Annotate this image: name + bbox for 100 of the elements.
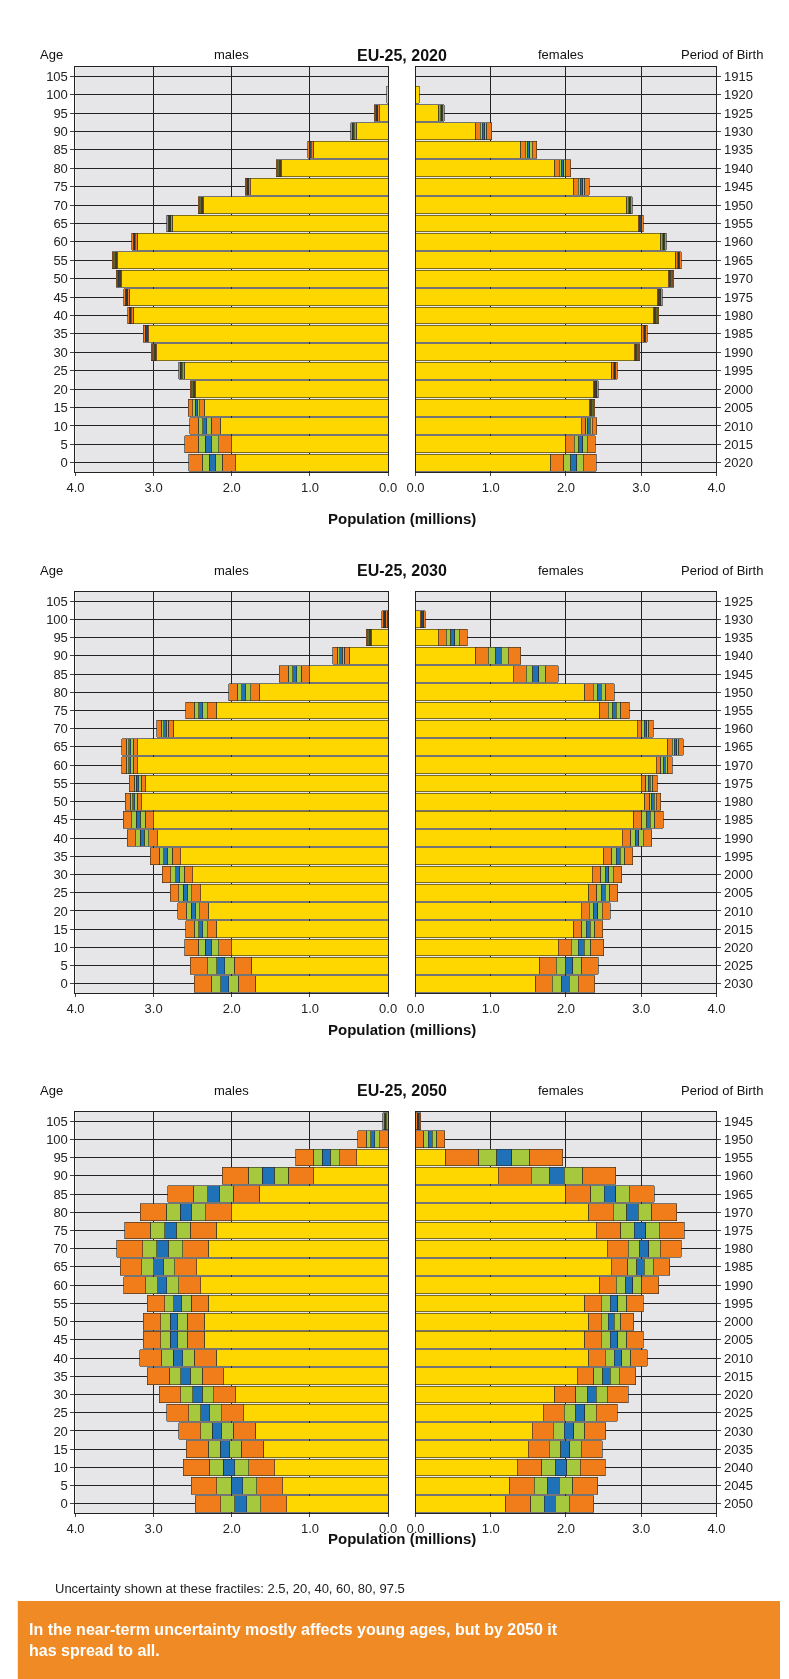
y-axis-title: Age bbox=[40, 47, 64, 62]
x-tick-label: 1.0 bbox=[481, 1000, 500, 1016]
y2-tick-label: 1950 bbox=[724, 1131, 753, 1147]
y-tick-label: 5 bbox=[60, 436, 68, 452]
y-axis-title: Age bbox=[40, 1083, 64, 1098]
y2-tick-label: 1950 bbox=[724, 684, 753, 700]
y-tick-label: 40 bbox=[53, 308, 68, 324]
y2-tick-label: 2000 bbox=[724, 1314, 753, 1330]
y2-tick-label: 2005 bbox=[724, 1332, 753, 1348]
y2-tick-label: 1995 bbox=[724, 848, 753, 864]
y2-tick-label: 1970 bbox=[724, 1204, 753, 1220]
y2-tick-label: 2025 bbox=[724, 1405, 753, 1421]
y2-tick-label: 2020 bbox=[724, 1387, 753, 1403]
y-tick-label: 70 bbox=[53, 721, 68, 737]
y-tick-label: 15 bbox=[53, 1441, 68, 1457]
y2-tick-label: 1940 bbox=[724, 160, 753, 176]
x-tick-label: 2.0 bbox=[222, 479, 241, 495]
x-tick-label: 3.0 bbox=[632, 1520, 651, 1536]
x-tick-label: 2.0 bbox=[556, 479, 576, 495]
y2-tick-label: 1990 bbox=[724, 1277, 753, 1293]
y-tick-label: 105 bbox=[46, 593, 68, 609]
y-tick-label: 10 bbox=[53, 939, 68, 955]
x-tick-label: 0.0 bbox=[406, 479, 425, 495]
y2-tick-label: 2030 bbox=[724, 976, 753, 992]
y-tick-label: 35 bbox=[53, 326, 68, 342]
y2-tick-label: 1980 bbox=[724, 1241, 753, 1257]
y2-tick-label: 1925 bbox=[724, 105, 753, 121]
x-tick-label: 2.0 bbox=[222, 1000, 241, 1016]
y-tick-label: 60 bbox=[53, 234, 68, 250]
y-tick-label: 40 bbox=[53, 1350, 68, 1366]
y-tick-label: 65 bbox=[53, 1259, 68, 1275]
y-tick-label: 45 bbox=[53, 1332, 68, 1348]
y-tick-label: 0 bbox=[60, 976, 68, 992]
x-tick-label: 2.0 bbox=[222, 1520, 241, 1536]
x-tick-label: 4.0 bbox=[707, 1520, 726, 1536]
x-tick-label: 0.0 bbox=[379, 479, 398, 495]
y-tick-label: 90 bbox=[53, 648, 68, 664]
y2-tick-label: 1940 bbox=[724, 648, 753, 664]
y-axis-title: Period of Birth bbox=[681, 47, 764, 62]
y-tick-label: 0 bbox=[60, 1496, 68, 1512]
chart-title: EU-25, 2050 bbox=[357, 1082, 447, 1099]
y-tick-label: 50 bbox=[53, 794, 68, 810]
y-tick-label: 35 bbox=[53, 848, 68, 864]
y2-tick-label: 1925 bbox=[724, 593, 753, 609]
y2-tick-label: 1985 bbox=[724, 1259, 753, 1275]
y-tick-label: 50 bbox=[53, 1314, 68, 1330]
y-axis-title: Period of Birth bbox=[681, 1083, 764, 1098]
y-tick-label: 95 bbox=[53, 1150, 68, 1166]
x-tick-label: 4.0 bbox=[707, 1000, 726, 1016]
chart-subtitle: males bbox=[214, 1083, 250, 1098]
x-tick-label: 3.0 bbox=[144, 1520, 163, 1536]
y-tick-label: 35 bbox=[53, 1368, 68, 1384]
y-tick-label: 75 bbox=[53, 703, 68, 719]
y2-tick-label: 2020 bbox=[724, 455, 753, 471]
y2-tick-label: 1970 bbox=[724, 757, 753, 773]
y2-tick-label: 1965 bbox=[724, 739, 753, 755]
y2-tick-label: 1920 bbox=[724, 87, 753, 103]
y2-tick-label: 1995 bbox=[724, 1295, 753, 1311]
y2-tick-label: 1930 bbox=[724, 611, 753, 627]
y2-tick-label: 2010 bbox=[724, 1350, 753, 1366]
x-tick-label: 0.0 bbox=[379, 1000, 398, 1016]
y-tick-label: 25 bbox=[53, 363, 68, 379]
y2-tick-label: 2015 bbox=[724, 921, 753, 937]
y-tick-label: 25 bbox=[53, 885, 68, 901]
y-tick-label: 20 bbox=[53, 1423, 68, 1439]
chart-title: EU-25, 2020 bbox=[357, 47, 447, 64]
x-tick-label: 1.0 bbox=[300, 1000, 320, 1016]
x-tick-label: 4.0 bbox=[707, 479, 726, 495]
x-tick-label: 4.0 bbox=[66, 1000, 85, 1016]
y2-tick-label: 2030 bbox=[724, 1423, 753, 1439]
x-axis-title: Population (millions) bbox=[328, 1021, 477, 1038]
y-tick-label: 45 bbox=[53, 812, 68, 828]
y-tick-label: 85 bbox=[53, 1186, 68, 1202]
y-tick-label: 100 bbox=[46, 1131, 68, 1147]
y-tick-label: 65 bbox=[53, 739, 68, 755]
y2-tick-label: 1975 bbox=[724, 775, 753, 791]
y2-tick-label: 1915 bbox=[724, 68, 753, 84]
x-tick-label: 3.0 bbox=[144, 479, 163, 495]
chart-subtitle: females bbox=[538, 563, 585, 578]
y2-tick-label: 1930 bbox=[724, 123, 753, 139]
y-tick-label: 70 bbox=[53, 1241, 68, 1257]
y-tick-label: 85 bbox=[53, 666, 68, 682]
chart-subtitle: males bbox=[214, 47, 250, 62]
y-tick-label: 75 bbox=[53, 179, 68, 195]
y2-tick-label: 1960 bbox=[724, 1168, 753, 1184]
y-tick-label: 105 bbox=[46, 1113, 68, 1129]
y-tick-label: 25 bbox=[53, 1405, 68, 1421]
y-tick-label: 95 bbox=[53, 105, 68, 121]
y2-tick-label: 1955 bbox=[724, 1150, 753, 1166]
y-tick-label: 70 bbox=[53, 197, 68, 213]
y-axis-title: Period of Birth bbox=[681, 563, 764, 578]
x-tick-label: 1.0 bbox=[300, 479, 320, 495]
y-tick-label: 90 bbox=[53, 123, 68, 139]
y-tick-label: 0 bbox=[60, 455, 68, 471]
x-tick-label: 3.0 bbox=[144, 1000, 163, 1016]
x-tick-label: 3.0 bbox=[632, 1000, 651, 1016]
y2-tick-label: 2005 bbox=[724, 885, 753, 901]
y-tick-label: 10 bbox=[53, 418, 68, 434]
y-tick-label: 75 bbox=[53, 1223, 68, 1239]
x-tick-label: 4.0 bbox=[66, 1520, 85, 1536]
